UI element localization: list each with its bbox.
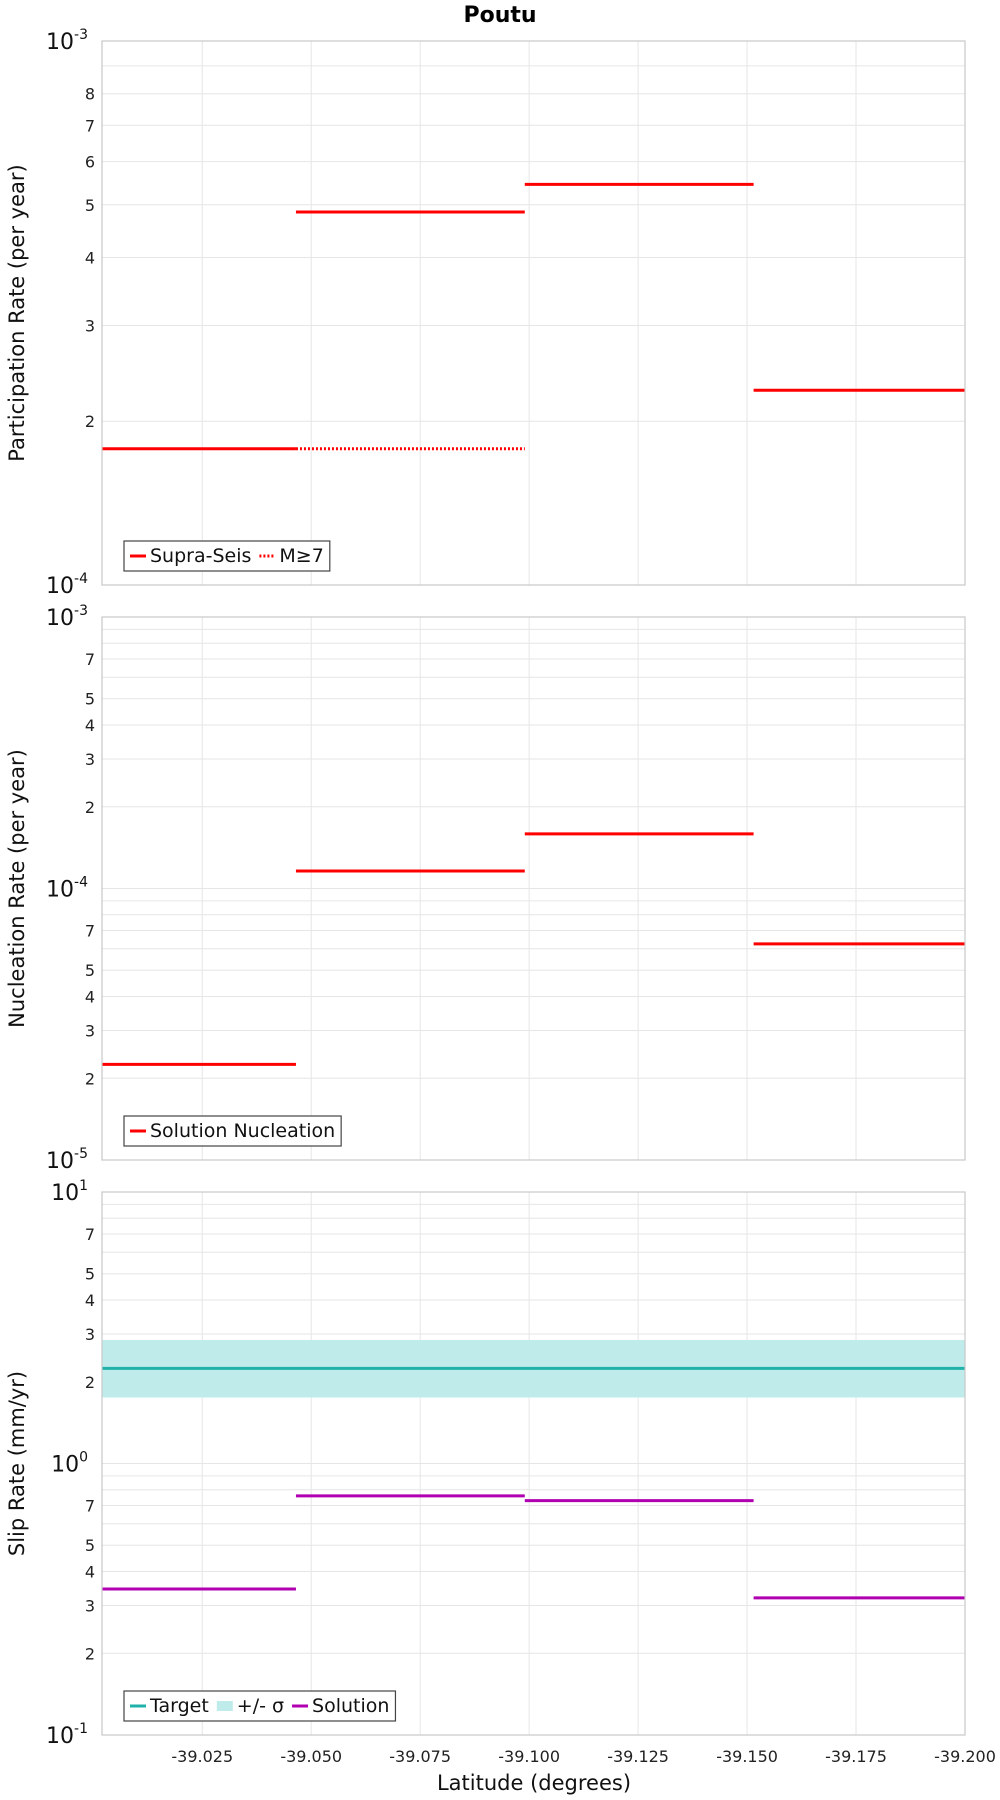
legend-label: Solution: [312, 1695, 389, 1717]
y-tick-label: 4: [85, 716, 95, 735]
y-axis-label: Nucleation Rate (per year): [5, 749, 29, 1028]
y-axis-label: Slip Rate (mm/yr): [5, 1371, 29, 1556]
legend-label: +/- σ: [237, 1695, 284, 1717]
series-solution: [102, 1494, 965, 1600]
legend-label: Target: [149, 1695, 209, 1717]
legend-swatch-band: [216, 1701, 233, 1711]
y-tick-label: 4: [85, 988, 95, 1007]
x-tick-label: -39.175: [825, 1747, 887, 1766]
chart-title: Poutu: [463, 3, 536, 28]
plot-frame: [101, 1191, 966, 1736]
x-tick-label: -39.050: [280, 1747, 342, 1766]
y-tick-label: 3: [85, 750, 95, 769]
grid: [102, 1192, 966, 1735]
y-decade-exponent: -5: [74, 1146, 88, 1162]
plot-frame: [101, 40, 966, 586]
x-tick-label: -39.150: [716, 1747, 778, 1766]
plot-area: [102, 182, 965, 451]
y-tick-label: 6: [85, 153, 95, 172]
x-tick-label: -39.075: [389, 1747, 451, 1766]
y-tick-label: 4: [85, 248, 95, 267]
legend-label: Supra-Seis: [150, 545, 251, 567]
y-tick-label: 5: [85, 961, 95, 980]
y-tick-label: 5: [85, 1536, 95, 1555]
y-tick-label: 5: [85, 690, 95, 709]
y-decade-label: 10-1: [46, 1721, 88, 1749]
y-decade-label: 101: [51, 1178, 88, 1206]
y-tick-label: 2: [85, 1069, 95, 1088]
series-supra-seis: [102, 182, 965, 451]
y-axis-label: Participation Rate (per year): [5, 164, 29, 461]
y-tick-label: 2: [85, 798, 95, 817]
plot-area: [102, 1340, 965, 1600]
y-tick-label: 5: [85, 1265, 95, 1284]
y-decade-base: 10: [46, 606, 74, 631]
legend: Solution Nucleation: [123, 1115, 342, 1147]
y-decade-exponent: -3: [74, 27, 88, 43]
y-decade-exponent: -4: [74, 875, 88, 891]
legend-box: [123, 1115, 342, 1147]
x-tick-label: -39.200: [934, 1747, 996, 1766]
y-decade-exponent: 1: [79, 1178, 88, 1194]
y-tick-label: 7: [85, 922, 95, 941]
y-decade-exponent: -3: [74, 603, 88, 619]
y-decade-exponent: -4: [74, 571, 88, 587]
y-decade-base: 10: [46, 1724, 74, 1749]
y-tick-label: 3: [85, 1596, 95, 1615]
y-tick-label: 5: [85, 196, 95, 215]
x-tick-label: -39.100: [498, 1747, 560, 1766]
y-tick-label: 2: [85, 1644, 95, 1663]
y-decade-label: 10-3: [46, 603, 88, 631]
y-decade-base: 10: [51, 1181, 79, 1206]
y-tick-label: 3: [85, 1325, 95, 1344]
grid: [102, 41, 966, 585]
legend-box: [123, 540, 331, 572]
y-decade-label: 10-4: [46, 875, 88, 903]
y-decade-label: 10-5: [46, 1146, 88, 1174]
y-decade-base: 10: [51, 1453, 79, 1478]
series-solution-nucleation: [102, 832, 965, 1066]
y-decade-base: 10: [46, 878, 74, 903]
y-tick-label: 4: [85, 1291, 95, 1310]
y-decade-label: 10-3: [46, 27, 88, 55]
legend: Target +/- σ Solution: [123, 1690, 397, 1722]
legend-label: Solution Nucleation: [150, 1120, 335, 1142]
x-tick-labels: -39.025 -39.050 -39.075 -39.100 -39.125 -39.1…: [171, 1747, 996, 1766]
y-tick-label: 7: [85, 1225, 95, 1244]
y-decade-base: 10: [46, 30, 74, 55]
y-tick-label: 3: [85, 316, 95, 335]
plot-frame: [101, 616, 966, 1161]
y-tick-label: 7: [85, 650, 95, 669]
y-tick-label: 4: [85, 1563, 95, 1582]
grid: [102, 617, 966, 1160]
y-tick-label: 2: [85, 1373, 95, 1392]
legend-label: M≥7: [279, 545, 323, 567]
y-decade-exponent: 0: [79, 1450, 88, 1466]
legend-box: [123, 1690, 397, 1722]
x-axis-label: Latitude (degrees): [437, 1771, 631, 1795]
legend: Supra-Seis M≥7: [123, 540, 331, 572]
y-tick-label: 8: [85, 85, 95, 104]
y-decade-label: 100: [51, 1450, 88, 1478]
y-tick-label: 3: [85, 1021, 95, 1040]
y-tick-label: 7: [85, 1497, 95, 1516]
y-decade-base: 10: [46, 1149, 74, 1174]
y-tick-label: 2: [85, 412, 95, 431]
x-tick-label: -39.125: [607, 1747, 669, 1766]
y-tick-label: 7: [85, 116, 95, 135]
y-decade-exponent: -1: [74, 1721, 88, 1737]
y-decade-label: 10-4: [46, 571, 88, 599]
plot-area: [102, 832, 965, 1066]
y-decade-base: 10: [46, 574, 74, 599]
x-tick-label: -39.025: [171, 1747, 233, 1766]
